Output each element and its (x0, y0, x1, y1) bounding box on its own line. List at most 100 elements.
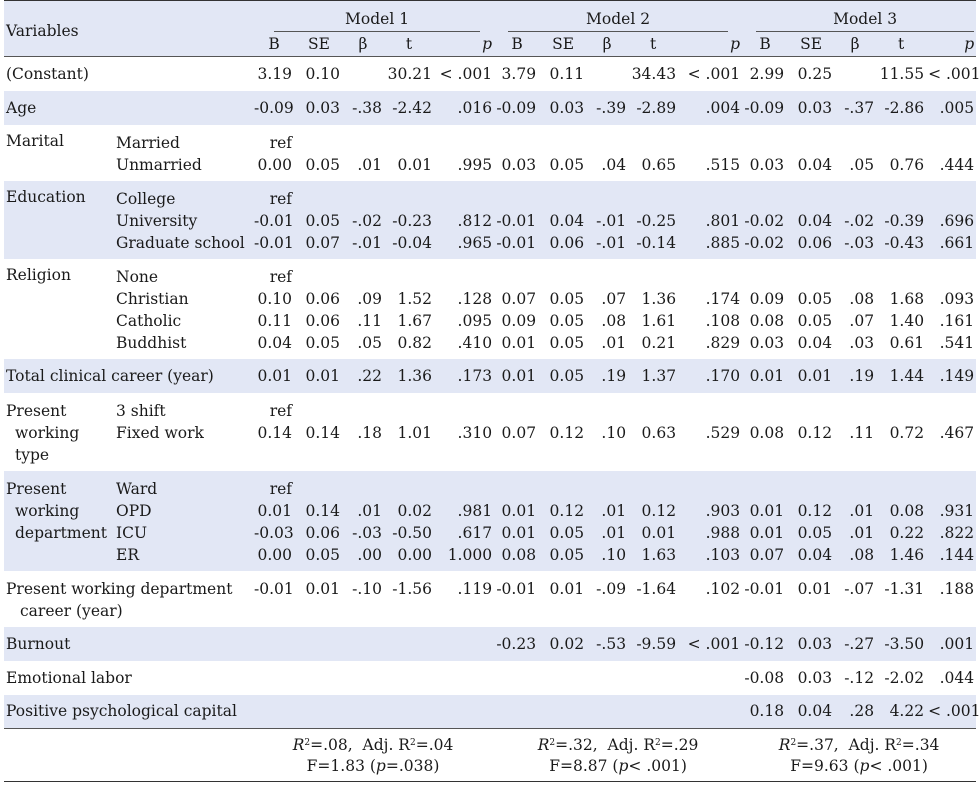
cell-value: .822 (939, 523, 975, 542)
category-label: 3 shift Fixed work (114, 393, 252, 471)
cell-value (630, 478, 676, 500)
model3-se-cell: 0.04 (788, 125, 834, 181)
model2-t-cell (628, 661, 678, 695)
cell-value (542, 188, 584, 210)
column-header-se: SE (540, 32, 587, 57)
model3-t-cell: -3.50 (876, 627, 926, 661)
cell-value: 0.04 (257, 333, 293, 352)
model2-t-cell: -9.59 (628, 627, 678, 661)
cell-value: 2.99 (749, 64, 785, 83)
model3-beta-cell: -.02 -.03 (834, 181, 876, 259)
cell-value: -.01 (596, 211, 627, 230)
cell-value: -0.01 (254, 579, 294, 598)
model1-p-cell: .310 (434, 393, 494, 471)
model2-beta-cell: -.09 (586, 571, 628, 627)
cell-value: .005 (939, 98, 975, 117)
model3-p-cell: < .001 (926, 695, 980, 729)
model1-b-cell (252, 627, 296, 661)
model1-se-cell (296, 627, 342, 661)
cell-value: .965 (457, 233, 493, 252)
cell-value: -.53 (596, 634, 627, 653)
cell-value: -.03 (352, 523, 383, 542)
model1-beta-cell (342, 661, 384, 695)
model2-fit-stats: R2=.32, Adj. R2=.29 F=8.87 (p< .001) (494, 728, 743, 782)
cell-value: .529 (705, 423, 741, 442)
cell-value: 0.00 (397, 545, 433, 564)
model2-se-cell: 0.11 (540, 57, 586, 91)
cell-value: 0.05 (797, 523, 833, 542)
cell-value: ref (269, 401, 293, 420)
model1-b-cell (252, 661, 296, 695)
cell-value: 0.05 (305, 333, 341, 352)
model2-t-cell: 1.37 (628, 359, 678, 393)
cell-value: .931 (939, 501, 975, 520)
model3-p-cell: .001 (926, 627, 976, 661)
table-row: Burnout -0.23 0.02 -.53 -9.59 < .001 -0.12 0.03… (4, 626, 977, 661)
cell-value: 0.01 (501, 501, 537, 520)
variable-label: Marital (6, 131, 64, 150)
cell-value: -.01 (596, 233, 627, 252)
cell-value: 0.12 (549, 423, 585, 442)
model1-t-cell (384, 695, 434, 729)
model2-beta-cell: .10 (586, 393, 628, 471)
model1-se-cell: 0.14 0.06 0.05 (296, 471, 342, 571)
cell-value: .410 (457, 333, 493, 352)
model1-b-cell: ref -0.01 -0.01 (252, 181, 296, 259)
model3-b-cell: 0.01 (742, 359, 788, 393)
cell-value: 0.01 (397, 155, 433, 174)
variable-label: Burnout (6, 634, 71, 653)
cell-value: 0.03 (501, 155, 537, 174)
cell-value: 3.19 (257, 64, 293, 83)
cell-value: 0.02 (397, 501, 433, 520)
cell-value (542, 400, 584, 422)
cell-value: .903 (705, 501, 741, 520)
cell-value: 4.22 (889, 702, 925, 721)
model3-t-cell: -2.86 (876, 91, 926, 125)
model2-p-cell: .174 .108 .829 (678, 259, 742, 359)
cell-value: -3.50 (884, 634, 925, 653)
variable-label: Religion (6, 265, 71, 284)
model2-b-cell: 0.07 (494, 393, 540, 471)
cell-value: 0.01 (797, 366, 833, 385)
model1-b-cell: ref 0.10 0.11 0.04 (252, 259, 296, 359)
model2-se-cell (540, 661, 586, 695)
cell-value: .04 (601, 155, 627, 174)
model1-b-cell (252, 695, 296, 729)
cell-value: 0.05 (549, 311, 585, 330)
model1-p-cell (434, 661, 494, 695)
cell-value (496, 188, 536, 210)
model3-beta-cell: -.27 (834, 627, 876, 661)
table-row: Total clinical career (year) 0.01 0.01 .22 1… (4, 358, 977, 393)
cell-value: 0.12 (797, 501, 833, 520)
model3-p-cell: .149 (926, 359, 976, 393)
cell-value: .09 (357, 289, 383, 308)
cell-value: -.09 (596, 579, 627, 598)
model2-b-cell: 3.79 (494, 57, 540, 91)
model3-b-cell: 0.09 0.08 0.03 (742, 259, 788, 359)
model3-t-cell: 4.22 (876, 695, 926, 729)
cell-value: .103 (705, 545, 741, 564)
cell-value (680, 478, 740, 500)
model1-t-cell: 1.01 (384, 393, 434, 471)
cell-value: 0.08 (889, 501, 925, 520)
cell-value: .173 (457, 366, 493, 385)
model1-b-cell: 0.01 (252, 359, 296, 393)
cell-value (680, 400, 740, 422)
cell-value: .149 (939, 366, 975, 385)
category-item: 3 shift (116, 401, 166, 420)
cell-value: 1.01 (397, 423, 433, 442)
cell-value: 0.06 (305, 311, 341, 330)
cell-value: -0.39 (884, 211, 925, 230)
cell-value: 3.79 (501, 64, 537, 83)
cell-value (496, 132, 536, 154)
cell-value: 1.52 (397, 289, 433, 308)
cell-value: 0.01 (305, 366, 341, 385)
cell-value: .01 (601, 523, 627, 542)
cell-value: 1.46 (889, 545, 925, 564)
cell-value (790, 400, 832, 422)
model1-se-cell: 0.06 0.06 0.05 (296, 259, 342, 359)
cell-value: -0.25 (636, 211, 677, 230)
cell-value: 0.08 (749, 423, 785, 442)
cell-value: 0.07 (501, 289, 537, 308)
model1-t-cell: -2.42 (384, 91, 434, 125)
